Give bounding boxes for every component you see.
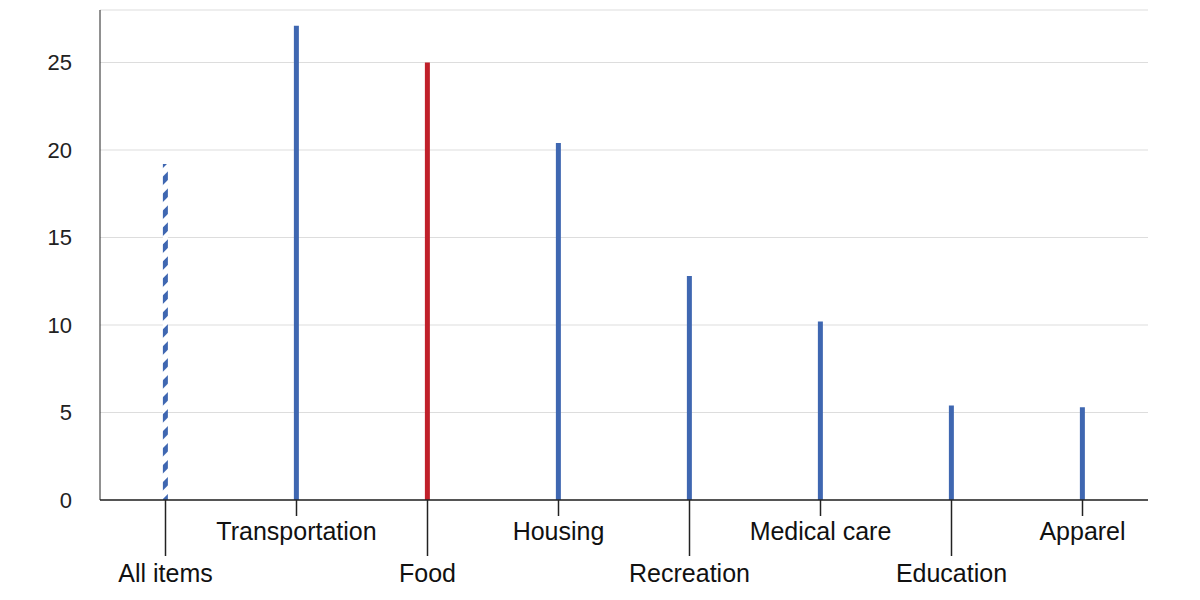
svg-text:Medical care: Medical care (750, 517, 892, 545)
svg-text:5: 5 (60, 400, 72, 425)
svg-text:Apparel: Apparel (1039, 517, 1125, 545)
svg-text:10: 10 (48, 313, 72, 338)
svg-text:25: 25 (48, 50, 72, 75)
svg-text:20: 20 (48, 138, 72, 163)
svg-text:All items: All items (118, 559, 212, 587)
svg-text:15: 15 (48, 225, 72, 250)
svg-text:Housing: Housing (513, 517, 605, 545)
svg-text:0: 0 (60, 488, 72, 513)
svg-text:Education: Education (896, 559, 1007, 587)
svg-text:Recreation: Recreation (629, 559, 750, 587)
svg-text:Food: Food (399, 559, 456, 587)
svg-text:Transportation: Transportation (216, 517, 376, 545)
